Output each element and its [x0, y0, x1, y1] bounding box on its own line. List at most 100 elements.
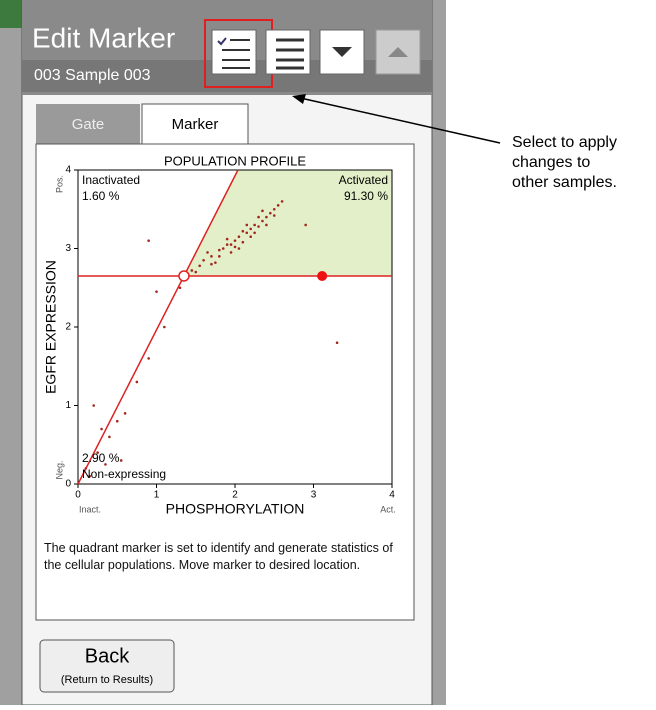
annotation-line: other samples. [512, 174, 617, 191]
data-point [147, 239, 150, 242]
button-label: Back [85, 645, 130, 667]
marker-center[interactable] [178, 270, 190, 282]
arrow-head [292, 94, 306, 104]
quadrant-value: 91.30 % [344, 189, 388, 203]
backdrop-right [432, 0, 446, 705]
icon [388, 47, 408, 57]
data-point [119, 459, 123, 462]
x-tick-label: 3 [311, 490, 317, 501]
data-point [194, 270, 198, 274]
data-point [123, 412, 127, 415]
list-button[interactable] [265, 29, 311, 75]
back-button[interactable]: Back (Return to Results) [39, 639, 175, 693]
data-point [233, 239, 237, 242]
header-title: Edit Marker [32, 22, 175, 53]
marker-handle[interactable] [317, 270, 328, 281]
data-point [272, 207, 276, 211]
tab-marker[interactable] [141, 103, 249, 144]
apply-all-button[interactable] [211, 29, 257, 75]
data-point [249, 227, 252, 231]
backdrop-left [0, 0, 22, 705]
y-low-label: Neg. [54, 460, 64, 479]
y-tick-label: 2 [65, 322, 71, 333]
activated-region [183, 170, 392, 276]
header-subtitle: 003 Sample 003 [34, 67, 151, 84]
x-tick-label: 2 [232, 490, 238, 501]
data-point [272, 214, 276, 217]
quadrant-value: 1.60 % [82, 189, 120, 203]
data-point [210, 255, 213, 258]
data-point [88, 474, 92, 478]
data-point [233, 245, 237, 249]
tab-label: Marker [172, 116, 219, 133]
x-tick-label: 0 [75, 490, 81, 501]
y-tick-label: 3 [65, 243, 71, 254]
data-point [108, 435, 111, 439]
backdrop-green [0, 0, 22, 28]
data-point [92, 404, 95, 407]
data-point [178, 286, 182, 290]
up-button[interactable] [375, 29, 421, 75]
icon [222, 39, 250, 69]
description: The quadrant marker is set to identify a… [44, 541, 393, 572]
data-point [198, 264, 201, 268]
quadrant-name: Non-expressing [82, 467, 166, 481]
data-point [241, 240, 245, 244]
data-point [253, 231, 256, 235]
data-point [245, 223, 249, 227]
data-point [206, 251, 209, 254]
data-point [237, 235, 241, 239]
data-point [241, 229, 245, 233]
data-point [261, 219, 264, 223]
icon [276, 38, 304, 70]
data-point [202, 258, 205, 262]
data-point [280, 200, 284, 203]
data-point [276, 204, 280, 207]
data-point [265, 223, 268, 227]
button-sublabel: (Return to Results) [61, 674, 153, 686]
button[interactable] [39, 639, 175, 693]
data-point [269, 211, 272, 215]
data-point [190, 269, 194, 272]
quadrant-name: Inactivated [82, 173, 140, 187]
icon [217, 37, 227, 46]
tab-gate[interactable] [36, 104, 140, 144]
data-point [147, 357, 150, 360]
marker-diagonal [77, 169, 239, 485]
quadrant-name: Activated [339, 173, 388, 187]
data-point [265, 215, 268, 219]
data-point [229, 243, 233, 246]
data-point [135, 380, 139, 384]
plot-title: POPULATION PROFILE [164, 153, 306, 168]
data-point [214, 261, 217, 264]
data-point [257, 215, 260, 219]
data-point [115, 419, 119, 423]
data-point [253, 223, 256, 227]
y-high-label: Pos. [54, 175, 64, 193]
data-point [221, 247, 225, 250]
x-low-label: Inact. [79, 504, 101, 514]
data-point [163, 325, 166, 329]
data-point [257, 225, 260, 228]
quadrant-value: 2.90 % [82, 451, 120, 465]
y-tick-label: 4 [65, 165, 71, 176]
icon [332, 47, 352, 57]
data-point [100, 427, 103, 431]
data-point [104, 463, 107, 466]
plot[interactable]: POPULATION PROFILE 0 1 2 3 4 0 1 2 3 4 PHOSPHORYLAT… [43, 153, 396, 516]
tab-label: Gate [72, 116, 105, 133]
x-tick-label: 4 [389, 490, 395, 501]
data-point [155, 290, 158, 293]
y-axis-label: EGFR EXPRESSION [43, 260, 59, 394]
data-point [237, 247, 241, 250]
icon-button[interactable] [211, 29, 257, 75]
data-point [249, 235, 252, 239]
data-point [210, 262, 213, 266]
data-point [229, 251, 233, 254]
data-point [261, 209, 264, 213]
down-button[interactable] [319, 29, 365, 75]
data-point [218, 248, 221, 252]
x-high-label: Act. [380, 504, 396, 514]
x-tick-label: 1 [154, 490, 160, 501]
